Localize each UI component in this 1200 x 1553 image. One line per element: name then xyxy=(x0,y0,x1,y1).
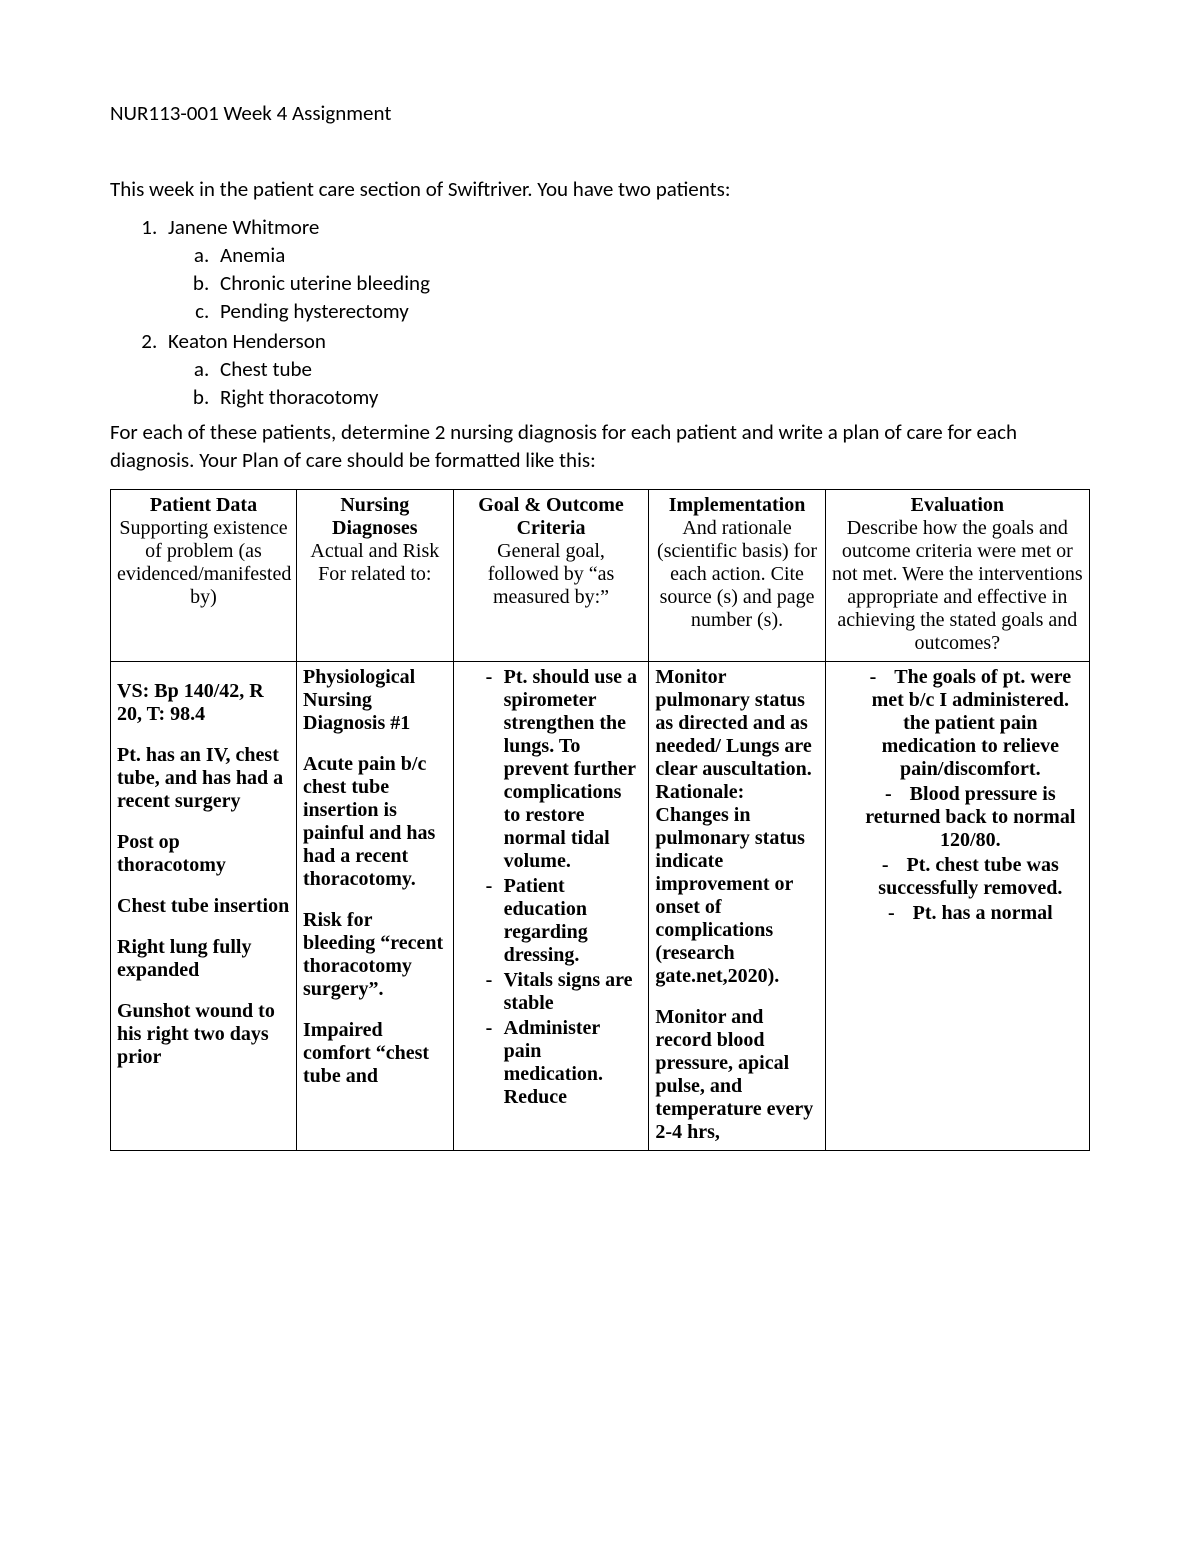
patient-sublist: Chest tube Right thoracotomy xyxy=(168,356,1090,410)
col-sub: Supporting existence of problem (as evid… xyxy=(117,517,290,609)
document-page: NUR113-001 Week 4 Assignment This week i… xyxy=(0,0,1200,1553)
data-block: Post op thoracotomy xyxy=(117,831,290,877)
eval-item: Pt. chest tube was successfully removed. xyxy=(858,854,1083,900)
col-header-diagnoses: Nursing Diagnoses Actual and Risk For re… xyxy=(297,489,454,661)
care-plan-table: Patient Data Supporting existence of pro… xyxy=(110,489,1090,1151)
cell-diagnoses: Physiological Nursing Diagnosis #1 Acute… xyxy=(297,661,454,1150)
col-header-implementation: Implementation And rationale (scientific… xyxy=(649,489,825,661)
eval-list: The goals of pt. were met b/c I administ… xyxy=(832,666,1083,925)
col-sub: General goal, followed by “as measured b… xyxy=(460,540,643,609)
data-block: VS: Bp 140/42, R 20, T: 98.4 xyxy=(117,680,290,726)
goal-item: Pt. should use a spirometer strengthen t… xyxy=(486,666,643,873)
col-sub: Describe how the goals and outcome crite… xyxy=(832,517,1083,655)
page-title: NUR113-001 Week 4 Assignment xyxy=(110,100,1090,126)
goal-item: Patient education regarding dressing. xyxy=(486,875,643,967)
impl-block: Monitor and record blood pressure, apica… xyxy=(655,1006,818,1144)
cell-patient-data: VS: Bp 140/42, R 20, T: 98.4 Pt. has an … xyxy=(111,661,297,1150)
data-block: Chest tube insertion xyxy=(117,895,290,918)
goal-item: Administer pain medication. Reduce xyxy=(486,1017,643,1109)
col-sub: Actual and Risk For related to: xyxy=(303,540,447,586)
patient-name: Keaton Henderson xyxy=(168,328,326,354)
patient-sublist: Anemia Chronic uterine bleeding Pending … xyxy=(168,242,1090,324)
col-title: Patient Data xyxy=(117,494,290,517)
goals-list: Pt. should use a spirometer strengthen t… xyxy=(460,666,643,1109)
cell-goals: Pt. should use a spirometer strengthen t… xyxy=(453,661,649,1150)
cell-implementation: Monitor pulmonary status as directed and… xyxy=(649,661,825,1150)
col-title: Implementation xyxy=(655,494,818,517)
patient-name: Janene Whitmore xyxy=(168,214,319,240)
patient-item: Keaton Henderson Chest tube Right thorac… xyxy=(162,328,1090,410)
diag-block: Acute pain b/c chest tube insertion is p… xyxy=(303,753,447,891)
col-header-patient-data: Patient Data Supporting existence of pro… xyxy=(111,489,297,661)
col-title: Goal & Outcome Criteria xyxy=(460,494,643,540)
col-sub: And rationale (scientific basis) for eac… xyxy=(655,517,818,632)
table-header-row: Patient Data Supporting existence of pro… xyxy=(111,489,1090,661)
col-title: Nursing Diagnoses xyxy=(303,494,447,540)
condition-item: Chest tube xyxy=(214,356,1090,382)
condition-item: Chronic uterine bleeding xyxy=(214,270,1090,296)
cell-evaluation: The goals of pt. were met b/c I administ… xyxy=(825,661,1089,1150)
condition-item: Right thoracotomy xyxy=(214,384,1090,410)
eval-item: Pt. has a normal xyxy=(858,902,1083,925)
goal-item: Vitals signs are stable xyxy=(486,969,643,1015)
impl-block: Monitor pulmonary status as directed and… xyxy=(655,666,818,988)
eval-item: The goals of pt. were met b/c I administ… xyxy=(858,666,1083,781)
intro-text: This week in the patient care section of… xyxy=(110,176,1090,202)
data-block: Gunshot wound to his right two days prio… xyxy=(117,1000,290,1069)
diag-block: Physiological Nursing Diagnosis #1 xyxy=(303,666,447,735)
directions-text: For each of these patients, determine 2 … xyxy=(110,418,1090,475)
data-block: Pt. has an IV, chest tube, and has had a… xyxy=(117,744,290,813)
diag-block: Risk for bleeding “recent thoracotomy su… xyxy=(303,909,447,1001)
col-title: Evaluation xyxy=(832,494,1083,517)
col-header-goals: Goal & Outcome Criteria General goal, fo… xyxy=(453,489,649,661)
patient-list: Janene Whitmore Anemia Chronic uterine b… xyxy=(110,214,1090,410)
condition-item: Anemia xyxy=(214,242,1090,268)
diag-block: Impaired comfort “chest tube and xyxy=(303,1019,447,1088)
eval-item: Blood pressure is returned back to norma… xyxy=(858,783,1083,852)
patient-item: Janene Whitmore Anemia Chronic uterine b… xyxy=(162,214,1090,324)
condition-item: Pending hysterectomy xyxy=(214,298,1090,324)
data-block: Right lung fully expanded xyxy=(117,936,290,982)
table-row: VS: Bp 140/42, R 20, T: 98.4 Pt. has an … xyxy=(111,661,1090,1150)
col-header-evaluation: Evaluation Describe how the goals and ou… xyxy=(825,489,1089,661)
